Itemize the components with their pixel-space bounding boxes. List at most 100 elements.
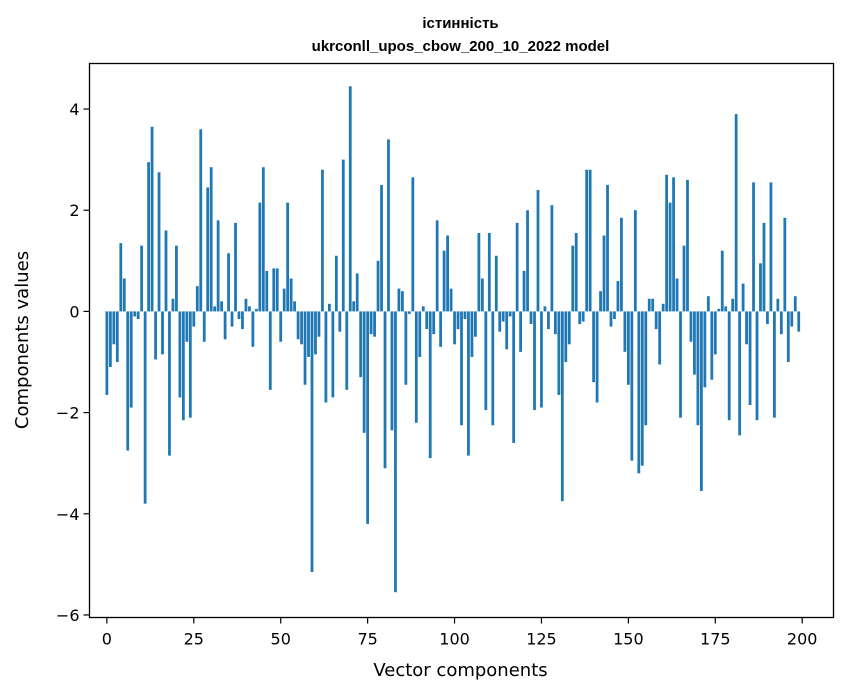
bar-152 bbox=[633, 210, 637, 312]
bar-95 bbox=[435, 220, 439, 312]
bar-192 bbox=[773, 311, 776, 418]
bar-0 bbox=[105, 311, 109, 395]
bar-3 bbox=[115, 311, 119, 362]
chart-title-line2: ukrconll_upos_cbow_200_10_2022 model bbox=[312, 38, 610, 55]
bar-30 bbox=[209, 167, 213, 312]
bar-100 bbox=[453, 311, 456, 345]
bar-168 bbox=[689, 311, 693, 342]
bar-130 bbox=[557, 311, 561, 395]
bar-107 bbox=[477, 232, 481, 312]
bar-44 bbox=[258, 202, 262, 312]
bar-11 bbox=[143, 311, 147, 504]
bar-67 bbox=[338, 311, 342, 332]
bar-8 bbox=[133, 311, 137, 317]
bar-1 bbox=[108, 311, 112, 368]
bar-194 bbox=[779, 311, 783, 335]
bar-106 bbox=[474, 311, 477, 337]
bar-73 bbox=[359, 311, 363, 378]
bar-49 bbox=[275, 268, 279, 312]
bar-109 bbox=[484, 311, 488, 411]
bar-43 bbox=[254, 308, 258, 312]
bar-115 bbox=[505, 311, 509, 350]
bar-188 bbox=[759, 263, 762, 312]
bar-17 bbox=[164, 230, 168, 312]
bar-68 bbox=[341, 159, 345, 312]
bar-82 bbox=[390, 311, 394, 431]
y-tick-label: −2 bbox=[56, 404, 80, 423]
bar-102 bbox=[460, 311, 463, 426]
x-tick-label: 200 bbox=[787, 630, 818, 649]
bar-90 bbox=[418, 311, 422, 357]
bar-47 bbox=[268, 311, 272, 390]
bar-198 bbox=[793, 296, 797, 312]
bar-191 bbox=[769, 182, 773, 312]
bar-147 bbox=[616, 281, 620, 312]
bar-112 bbox=[494, 255, 498, 312]
bar-62 bbox=[321, 169, 324, 312]
bar-162 bbox=[668, 202, 672, 312]
x-tick-label: 0 bbox=[102, 630, 112, 649]
bar-74 bbox=[362, 311, 366, 433]
bar-28 bbox=[202, 311, 206, 342]
bar-77 bbox=[373, 311, 376, 337]
bar-193 bbox=[776, 298, 780, 312]
bar-174 bbox=[710, 311, 714, 380]
bar-197 bbox=[790, 311, 794, 327]
bar-69 bbox=[345, 311, 349, 390]
bar-23 bbox=[185, 311, 189, 342]
bar-79 bbox=[380, 184, 383, 312]
bar-178 bbox=[724, 306, 728, 312]
bar-145 bbox=[609, 311, 613, 327]
bar-128 bbox=[550, 205, 554, 312]
bar-153 bbox=[637, 311, 641, 474]
x-tick-label: 50 bbox=[271, 630, 291, 649]
bar-169 bbox=[693, 311, 696, 375]
bar-185 bbox=[748, 311, 752, 406]
bar-159 bbox=[658, 311, 662, 365]
bar-123 bbox=[533, 311, 536, 411]
bar-105 bbox=[470, 311, 474, 357]
bar-110 bbox=[487, 232, 491, 312]
bar-187 bbox=[755, 311, 759, 421]
bar-37 bbox=[234, 222, 237, 312]
bar-92 bbox=[425, 311, 429, 330]
bar-4 bbox=[119, 243, 123, 312]
bar-33 bbox=[220, 301, 223, 312]
bar-81 bbox=[387, 139, 390, 312]
bar-5 bbox=[122, 278, 126, 312]
bar-126 bbox=[543, 306, 547, 312]
bar-132 bbox=[564, 311, 568, 362]
bar-83 bbox=[394, 311, 397, 593]
bar-137 bbox=[581, 311, 585, 322]
bar-29 bbox=[206, 187, 210, 312]
x-tick-label: 75 bbox=[357, 630, 377, 649]
bar-9 bbox=[136, 311, 140, 319]
x-tick-label: 125 bbox=[526, 630, 557, 649]
bar-39 bbox=[241, 311, 244, 330]
bar-40 bbox=[244, 298, 248, 312]
bar-170 bbox=[696, 311, 700, 426]
bar-27 bbox=[199, 129, 203, 312]
bar-58 bbox=[307, 311, 310, 357]
bar-129 bbox=[553, 311, 557, 335]
bar-148 bbox=[620, 217, 623, 312]
bar-60 bbox=[314, 311, 317, 355]
bar-78 bbox=[376, 260, 380, 312]
bar-104 bbox=[467, 311, 470, 456]
bar-54 bbox=[293, 301, 297, 312]
bar-154 bbox=[640, 311, 644, 466]
y-tick-label: −6 bbox=[56, 606, 80, 625]
bar-101 bbox=[456, 311, 460, 330]
bar-16 bbox=[161, 311, 164, 355]
bar-179 bbox=[727, 311, 731, 421]
bar-173 bbox=[706, 296, 710, 312]
bar-24 bbox=[188, 311, 192, 418]
bar-176 bbox=[717, 308, 721, 312]
bar-65 bbox=[331, 311, 335, 398]
bar-141 bbox=[595, 311, 599, 403]
bar-121 bbox=[526, 210, 529, 312]
bar-45 bbox=[261, 167, 265, 312]
bar-6 bbox=[126, 311, 130, 451]
bar-97 bbox=[442, 250, 446, 312]
